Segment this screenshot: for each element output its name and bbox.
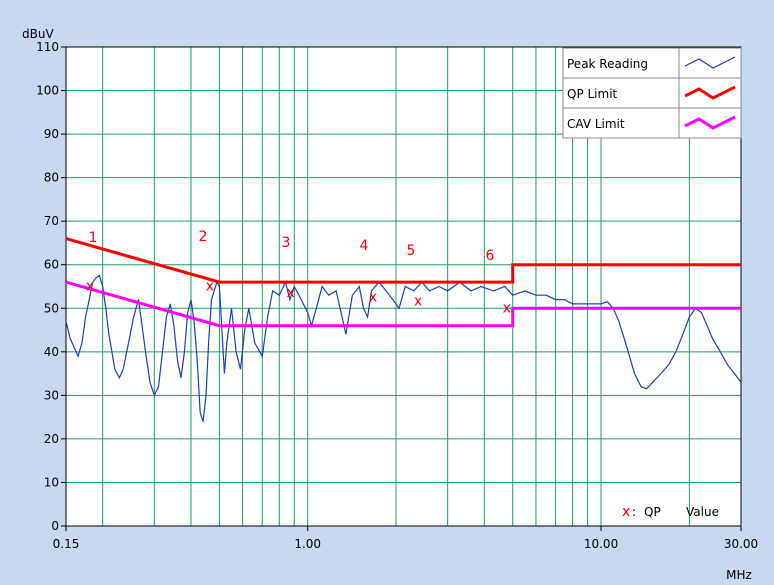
legend-swatch (684, 115, 736, 130)
qp-marker-x: x (86, 279, 94, 295)
x-tick-label: 1.00 (294, 537, 321, 551)
x-tick-label: 0.15 (53, 537, 80, 551)
qp-marker-x: x (287, 285, 295, 301)
legend-swatch (684, 56, 736, 69)
axes: 0 10 20 30 40 50 60 70 80 90 100 110 0.15 1.00 10.00 30… (36, 40, 758, 551)
series-qp-limit (65, 237, 741, 284)
legend: Peak Reading QP Limit CAV Limit (562, 47, 742, 139)
y-tick-label: 90 (44, 127, 59, 141)
annotation-marker: x (622, 504, 630, 520)
qp-marker-x: x (369, 289, 377, 305)
qp-markers: x x x x x x 1 2 3 4 5 6 (86, 229, 511, 316)
series (65, 237, 742, 422)
qp-marker-number: 6 (486, 248, 495, 264)
x-tick-label: 30.00 (724, 537, 758, 551)
legend-label: Peak Reading (567, 57, 648, 71)
y-tick-label: 80 (44, 171, 59, 185)
legend-label: CAV Limit (567, 117, 625, 131)
y-tick-label: 30 (44, 388, 59, 402)
y-tick-label: 40 (44, 345, 59, 359)
legend-box (562, 47, 742, 139)
qp-marker-number: 4 (360, 238, 369, 254)
qp-marker-number: 1 (89, 230, 98, 246)
legend-swatch (684, 85, 736, 100)
qp-marker-x: x (206, 279, 214, 295)
annotation-qp: QP (644, 505, 661, 519)
y-tick-label: 60 (44, 258, 59, 272)
qp-annotation: x: QP Value (622, 504, 719, 520)
y-tick-label: 110 (36, 40, 59, 54)
y-tick-label: 10 (44, 475, 59, 489)
y-axis-label: dBuV (22, 27, 54, 41)
x-axis-label: MHz (726, 568, 752, 582)
annotation-value: Value (686, 505, 719, 519)
qp-marker-number: 3 (282, 235, 291, 251)
plot-frame (65, 46, 742, 527)
annotation-sep: : (632, 505, 636, 519)
qp-marker-number: 2 (199, 229, 208, 245)
qp-marker-x: x (414, 294, 422, 310)
y-tick-label: 0 (51, 519, 59, 533)
series-cav-limit (65, 280, 741, 328)
legend-label: QP Limit (567, 87, 618, 101)
y-tick-label: 70 (44, 214, 59, 228)
x-tick-label: 10.00 (584, 537, 618, 551)
y-tick-label: 50 (44, 301, 59, 315)
qp-marker-number: 5 (407, 243, 416, 259)
y-tick-label: 100 (36, 84, 59, 98)
qp-marker-x: x (503, 300, 511, 316)
y-tick-label: 20 (44, 432, 59, 446)
